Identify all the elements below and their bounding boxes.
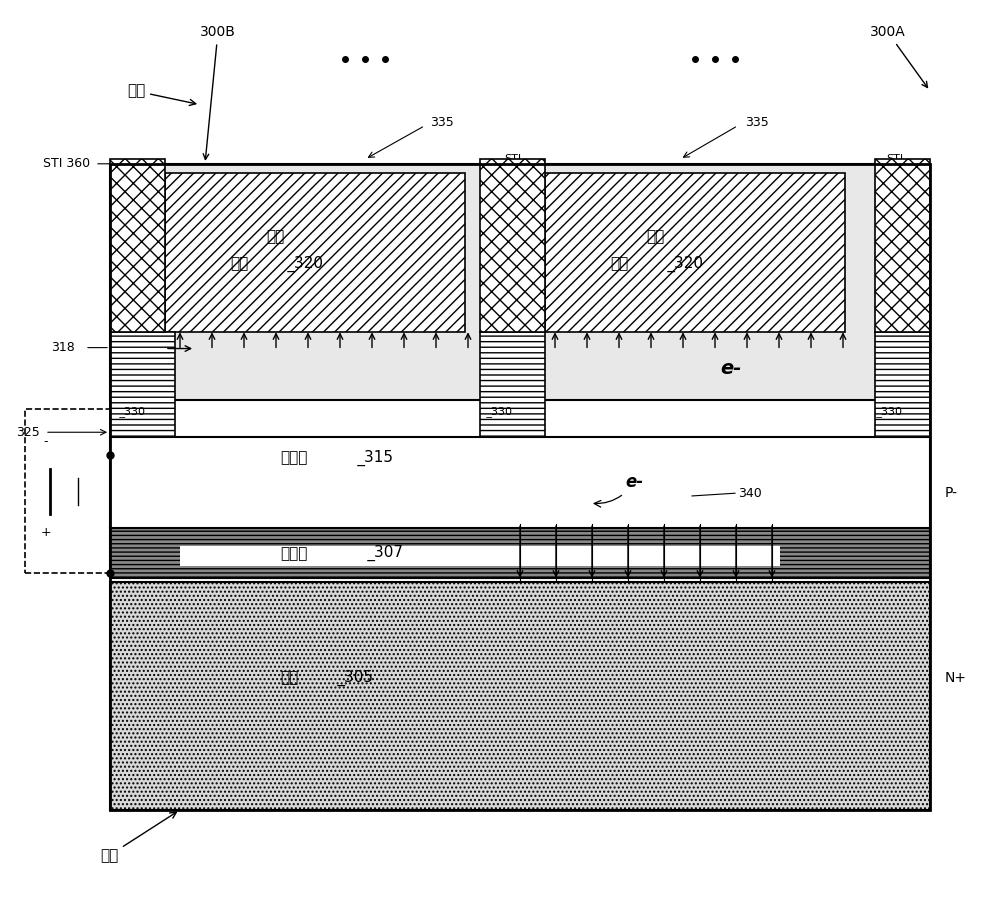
Text: STI: STI [886, 155, 904, 164]
Bar [480, 159, 545, 332]
Bar [545, 173, 845, 332]
Text: ̲305: ̲305 [345, 670, 374, 686]
Text: 325: 325 [16, 426, 40, 439]
Text: ̲320: ̲320 [675, 256, 704, 272]
Text: P-: P- [945, 486, 958, 501]
Bar [110, 159, 165, 332]
Text: 区域: 区域 [230, 257, 248, 271]
Text: ̲320: ̲320 [295, 256, 324, 272]
Bar [110, 437, 930, 528]
Bar [110, 582, 930, 810]
Text: ̲315: ̲315 [365, 450, 394, 466]
Text: e-: e- [594, 473, 643, 507]
Text: ̲330: ̲330 [492, 406, 513, 417]
Bar [25, 410, 110, 573]
Text: 300A: 300A [870, 25, 927, 87]
Text: 外延层: 外延层 [280, 450, 307, 465]
Bar [110, 164, 930, 810]
Bar [110, 332, 175, 437]
Text: 收集: 收集 [646, 229, 664, 244]
Text: 正面: 正面 [127, 84, 196, 106]
Text: 背面: 背面 [100, 813, 176, 863]
Bar [110, 528, 930, 578]
Text: 340: 340 [738, 487, 762, 500]
Text: 335: 335 [430, 116, 454, 129]
Text: STI 360: STI 360 [43, 157, 90, 170]
Text: ̲330: ̲330 [125, 406, 146, 417]
Bar [180, 546, 780, 566]
Text: 梯度结: 梯度结 [280, 546, 307, 561]
Text: 区域: 区域 [610, 257, 628, 271]
Text: STI: STI [504, 155, 522, 164]
Text: N+: N+ [945, 671, 967, 685]
Text: +: + [40, 526, 51, 539]
Bar [875, 332, 930, 437]
Bar [480, 332, 545, 437]
Text: 收集: 收集 [266, 229, 284, 244]
Text: ̲330: ̲330 [882, 406, 903, 417]
Bar [110, 164, 930, 400]
Text: 300B: 300B [200, 25, 236, 159]
Text: 衬底: 衬底 [280, 671, 298, 685]
Text: -: - [43, 435, 48, 448]
Text: 335: 335 [745, 116, 769, 129]
Text: ̲307: ̲307 [375, 545, 404, 561]
Bar [875, 159, 930, 332]
Bar [165, 173, 465, 332]
Text: e-: e- [720, 359, 741, 378]
Text: 318: 318 [51, 341, 75, 354]
